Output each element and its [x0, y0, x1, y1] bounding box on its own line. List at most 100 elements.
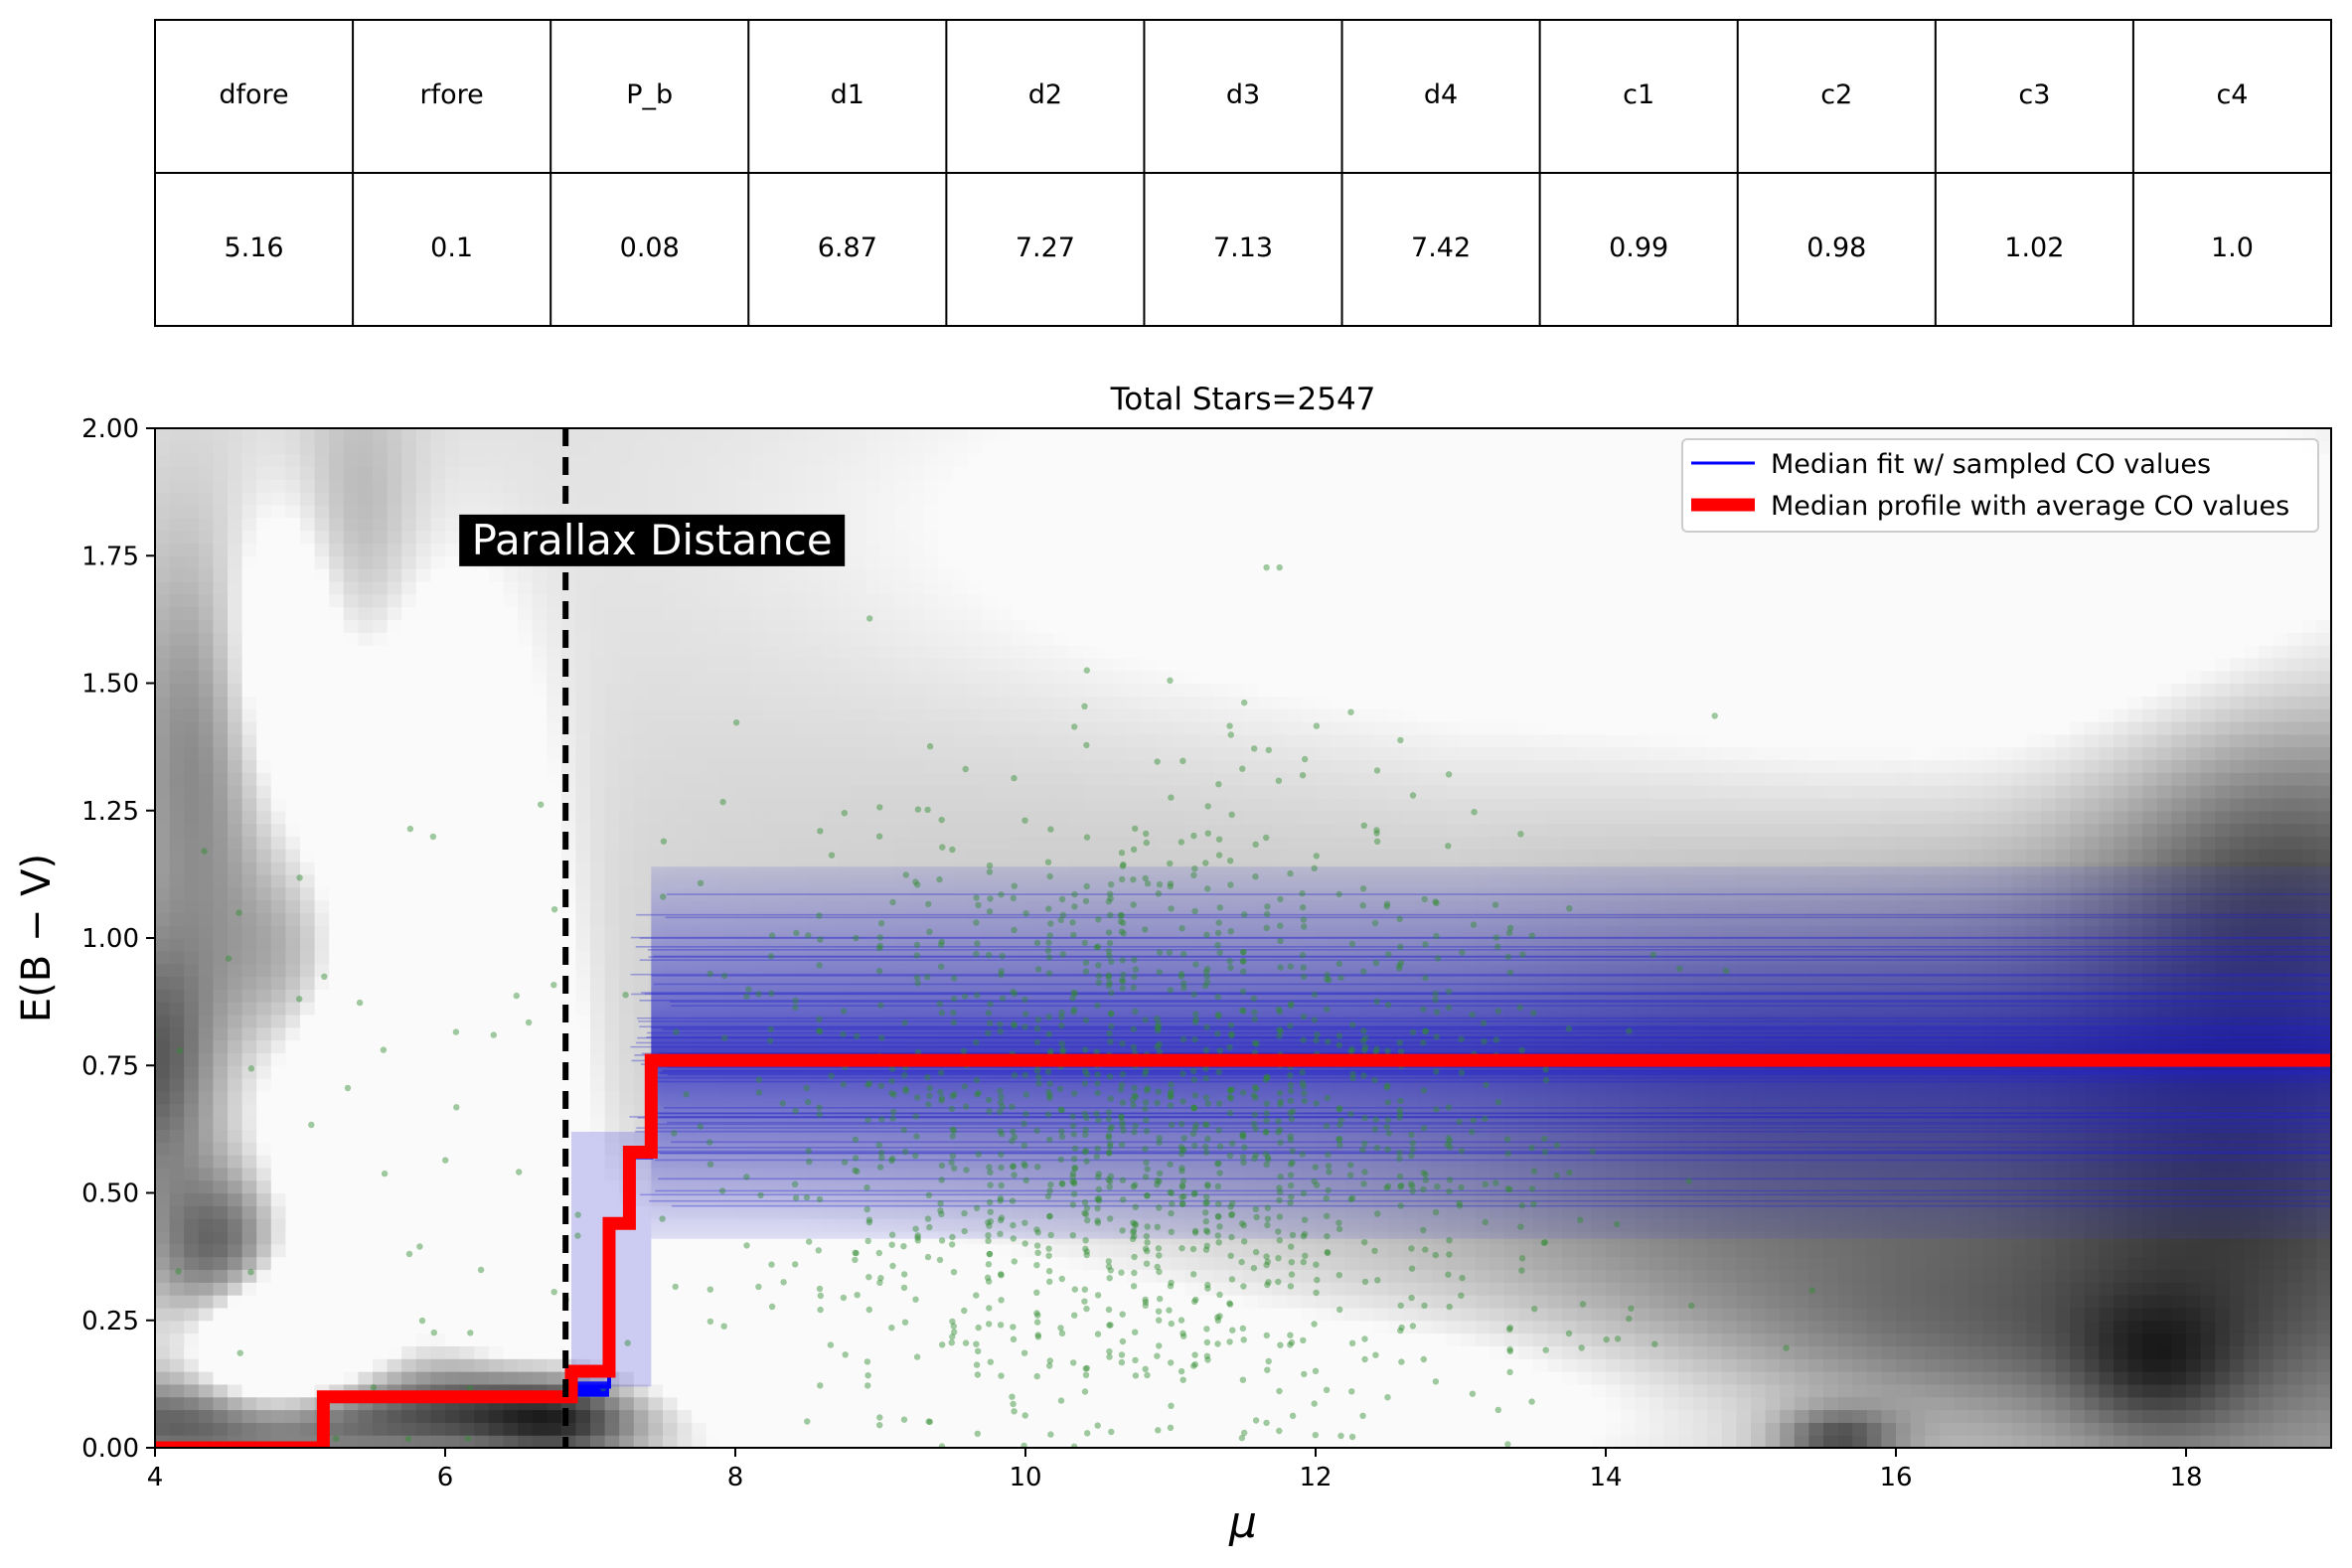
heatmap-cell — [241, 1014, 257, 1028]
heatmap-cell — [894, 1333, 910, 1346]
heatmap-cell — [387, 873, 402, 888]
heatmap-cell — [996, 772, 1012, 786]
heatmap-cell — [373, 479, 389, 493]
heatmap-cell — [373, 619, 389, 633]
heatmap-cell — [749, 657, 765, 672]
heatmap-cell — [270, 670, 286, 685]
heatmap-cell — [619, 1039, 635, 1054]
heatmap-cell — [923, 530, 939, 545]
heatmap-cell — [401, 1192, 417, 1206]
heatmap-cell — [532, 797, 548, 812]
heatmap-cell — [590, 963, 606, 978]
heatmap-cell — [953, 720, 969, 735]
heatmap-cell — [633, 938, 649, 952]
heatmap-cell — [967, 543, 983, 556]
heatmap-cell — [445, 517, 461, 532]
heatmap-cell — [256, 912, 272, 926]
heatmap-cell — [749, 1333, 765, 1346]
heatmap-cell — [1011, 670, 1026, 685]
heatmap-cell — [982, 849, 998, 862]
heatmap-cell — [663, 797, 679, 812]
heatmap-cell — [228, 1014, 243, 1028]
heatmap-cell — [228, 963, 243, 978]
heatmap-cell — [270, 1230, 286, 1245]
heatmap-cell — [1025, 657, 1041, 672]
heatmap-cell — [213, 1295, 229, 1309]
heatmap-cell — [270, 1333, 286, 1346]
heatmap-cell — [982, 1345, 998, 1359]
heatmap-cell — [822, 1307, 838, 1322]
heatmap-cell — [503, 1052, 519, 1066]
heatmap-cell — [329, 976, 345, 990]
heatmap-cell — [909, 1358, 925, 1372]
heatmap-cell — [735, 1307, 751, 1322]
heatmap-cell — [996, 632, 1012, 646]
heatmap-cell — [982, 785, 998, 799]
heatmap-cell — [518, 1435, 534, 1448]
heatmap-cell — [560, 1307, 576, 1322]
heatmap-cell — [590, 440, 606, 455]
heatmap-cell — [329, 696, 345, 709]
heatmap-cell — [401, 1116, 417, 1130]
heatmap-cell — [778, 1371, 794, 1385]
heatmap-cell — [213, 1409, 229, 1423]
heatmap-cell — [953, 440, 969, 455]
heatmap-cell — [488, 1307, 504, 1322]
heatmap-cell — [387, 1320, 402, 1334]
heatmap-cell — [518, 1052, 534, 1066]
heatmap-cell — [415, 1065, 431, 1079]
heatmap-cell — [1011, 555, 1026, 569]
heatmap-cell — [663, 1409, 679, 1423]
heatmap-cell — [503, 1256, 519, 1271]
heatmap-cell — [198, 849, 214, 862]
heatmap-cell — [155, 1090, 171, 1105]
heatmap-cell — [474, 1307, 490, 1322]
heatmap-cell — [590, 746, 606, 761]
heatmap-cell — [459, 1014, 475, 1028]
heatmap-cell — [228, 1026, 243, 1041]
heatmap-cell — [633, 696, 649, 709]
heatmap-cell — [343, 593, 359, 608]
heatmap-cell — [663, 1358, 679, 1372]
heatmap-cell — [633, 1409, 649, 1423]
heatmap-cell — [909, 1422, 925, 1436]
heatmap-cell — [547, 925, 562, 939]
heatmap-cell — [503, 1333, 519, 1346]
heatmap-cell — [604, 785, 620, 799]
heatmap-cell — [706, 1396, 721, 1411]
heatmap-cell — [503, 1358, 519, 1372]
heatmap-cell — [590, 823, 606, 837]
heatmap-cell — [343, 873, 359, 888]
heatmap-cell — [241, 1295, 257, 1309]
heatmap-cell — [518, 976, 534, 990]
heatmap-cell — [996, 1345, 1012, 1359]
heatmap-cell — [373, 785, 389, 799]
heatmap-cell — [373, 912, 389, 926]
heatmap-cell — [184, 797, 200, 812]
heatmap-cell — [285, 797, 301, 812]
heatmap-cell — [198, 785, 214, 799]
heatmap-cell — [256, 530, 272, 545]
heatmap-cell — [241, 720, 257, 735]
heatmap-cell — [155, 708, 171, 722]
heatmap-cell — [300, 746, 316, 761]
heatmap-cell — [169, 466, 185, 480]
heatmap-cell — [923, 836, 939, 850]
heatmap-cell — [1039, 593, 1055, 608]
heatmap-cell — [894, 593, 910, 608]
heatmap-cell — [270, 1422, 286, 1436]
heatmap-cell — [285, 938, 301, 952]
heatmap-cell — [314, 1142, 330, 1156]
heatmap-cell — [155, 1103, 171, 1118]
heatmap-cell — [343, 1090, 359, 1105]
heatmap-cell — [764, 657, 780, 672]
heatmap-cell — [488, 606, 504, 620]
heatmap-cell — [155, 1142, 171, 1156]
heatmap-cell — [575, 720, 591, 735]
heatmap-cell — [474, 1320, 490, 1334]
heatmap-cell — [851, 1409, 866, 1423]
heatmap-cell — [808, 1333, 824, 1346]
heatmap-cell — [880, 1396, 896, 1411]
heatmap-cell — [909, 619, 925, 633]
heatmap-cell — [735, 720, 751, 735]
